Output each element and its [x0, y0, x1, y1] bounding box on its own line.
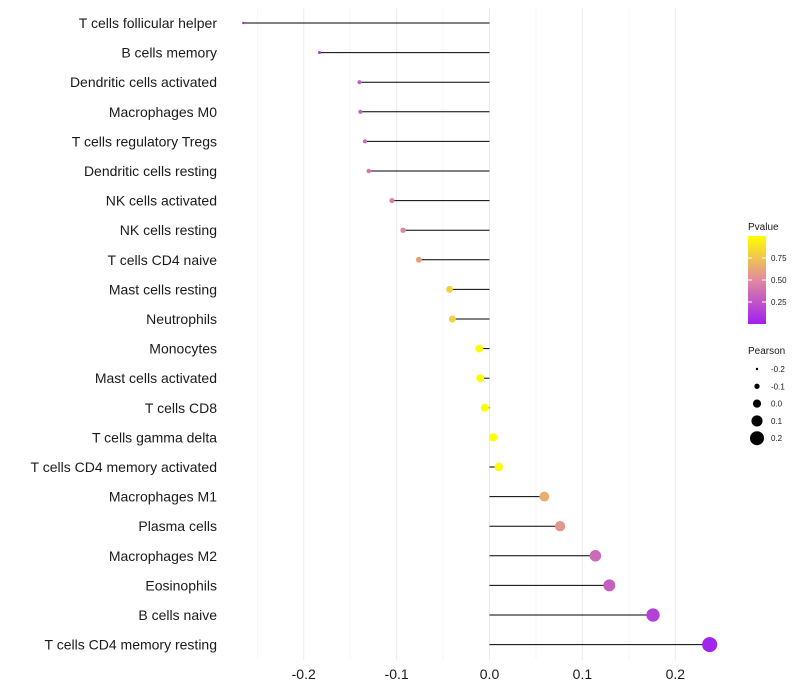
size-legend-dot	[752, 399, 762, 408]
data-point	[646, 608, 660, 622]
category-label: NK cells activated	[106, 193, 217, 209]
x-tick-label: 0.2	[666, 666, 686, 682]
category-label: Mast cells resting	[109, 281, 217, 297]
size-legend-label: -0.1	[771, 382, 785, 391]
category-label: B cells memory	[121, 45, 217, 61]
data-point	[366, 168, 371, 174]
category-label: Monocytes	[149, 341, 217, 357]
category-label: T cells gamma delta	[92, 429, 217, 445]
data-point	[448, 315, 456, 323]
data-point	[539, 491, 550, 502]
size-legend-label: 0.0	[771, 400, 783, 409]
data-point	[589, 550, 602, 562]
size-legend: Pearson -0.2 -0.1 0.0 0.1 0.2	[748, 346, 785, 446]
x-tick-label: -0.2	[292, 666, 316, 682]
color-legend-label: 0.50	[771, 276, 787, 285]
data-point	[415, 256, 422, 263]
category-label: Dendritic cells activated	[70, 74, 217, 90]
x-axis-ticks: -0.2 -0.1 0.0 0.1 0.2	[292, 666, 686, 682]
size-legend-dot	[750, 431, 764, 446]
data-point	[475, 344, 484, 353]
category-label: T cells regulatory Tregs	[72, 133, 217, 149]
category-label: B cells naive	[138, 607, 217, 623]
data-point	[358, 109, 363, 114]
category-label: T cells CD4 memory activated	[31, 459, 217, 475]
data-point	[357, 80, 362, 85]
data-point	[489, 433, 498, 442]
grid-lines	[256, 8, 676, 660]
data-point	[446, 285, 454, 293]
data-point	[480, 403, 489, 412]
data-point	[389, 198, 395, 204]
category-label: Macrophages M2	[109, 548, 217, 564]
color-legend-label: 0.75	[771, 254, 787, 263]
size-legend-dot	[755, 367, 759, 371]
lollipop-points	[242, 21, 718, 653]
data-point	[494, 462, 504, 472]
category-label: Mast cells activated	[95, 370, 217, 386]
category-label: Eosinophils	[145, 577, 217, 593]
size-legend-label: -0.2	[771, 365, 785, 374]
category-label: Neutrophils	[146, 311, 217, 327]
data-point	[702, 637, 718, 653]
x-tick-label: -0.1	[385, 666, 409, 682]
category-label: NK cells resting	[120, 222, 217, 238]
x-tick-label: 0.0	[480, 666, 500, 682]
x-tick-label: 0.1	[573, 666, 593, 682]
color-legend-bar	[748, 236, 766, 324]
size-legend-title: Pearson	[748, 346, 785, 357]
category-label: Macrophages M1	[109, 489, 217, 505]
size-legend-dot	[754, 383, 760, 389]
color-legend: Pvalue 0.25 0.50 0.75	[748, 222, 787, 324]
category-label: Dendritic cells resting	[84, 163, 217, 179]
category-label: T cells follicular helper	[79, 15, 218, 31]
data-point	[318, 51, 321, 55]
lollipop-stems	[243, 22, 710, 646]
category-labels: T cells follicular helper B cells memory D…	[31, 15, 218, 653]
size-legend-label: 0.1	[771, 417, 783, 426]
data-point	[242, 21, 245, 25]
category-label: T cells CD4 memory resting	[45, 637, 217, 653]
category-label: T cells CD8	[145, 400, 217, 416]
data-point	[554, 520, 566, 532]
data-point	[476, 374, 485, 383]
data-point	[362, 139, 368, 144]
color-legend-ticks: 0.25 0.50 0.75	[748, 254, 787, 307]
data-point	[400, 227, 406, 233]
size-legend-items: -0.2 -0.1 0.0 0.1 0.2	[750, 365, 785, 446]
category-label: T cells CD4 naive	[108, 252, 218, 268]
size-legend-dot	[751, 415, 763, 427]
color-legend-title: Pvalue	[748, 222, 779, 233]
color-legend-label: 0.25	[771, 298, 787, 307]
data-point	[603, 579, 616, 592]
size-legend-label: 0.2	[771, 434, 783, 443]
category-label: Macrophages M0	[109, 104, 217, 120]
category-label: Plasma cells	[138, 518, 217, 534]
